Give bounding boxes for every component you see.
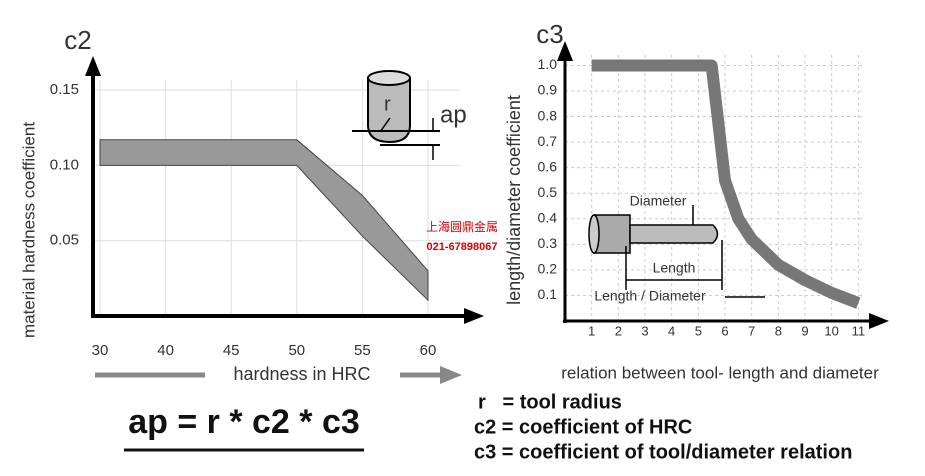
x-tick-label: 55 [354, 342, 371, 359]
x-tick-label: 1 [588, 323, 595, 338]
y-tick-label: 0.4 [538, 209, 558, 225]
y-tick-label: 0.1 [538, 286, 558, 302]
formula: ap = r * c2 * c3 [128, 403, 360, 441]
x-tick-label: 6 [721, 323, 728, 338]
y-tick-label: 0.3 [538, 235, 558, 251]
chart-title: c3 [536, 19, 563, 49]
y-tick-label: 0.9 [538, 82, 558, 98]
x-tick-label: 40 [157, 342, 174, 359]
y-tick-label: 0.6 [538, 158, 558, 174]
arrow-head [85, 56, 101, 76]
x-tick-label: 3 [641, 323, 648, 338]
y-tick-label: 1.0 [538, 56, 558, 72]
x-tick-label: 10 [824, 323, 838, 338]
arrow-head [464, 308, 484, 324]
watermark: 021-67898067 [427, 241, 498, 253]
x-tick-label: 9 [801, 323, 808, 338]
definition: c2 = coefficient of HRC [474, 416, 692, 438]
annotation: r [384, 93, 391, 115]
x-tick-label: 11 [852, 323, 866, 338]
annotation: ap [440, 101, 467, 128]
tool-icon [352, 70, 440, 160]
y-axis-title: length/diameter coefficient [504, 95, 524, 305]
x-tick-label: 2 [615, 323, 622, 338]
label-bg [205, 364, 400, 386]
x-tick-label: 60 [420, 342, 437, 359]
chart-title: c2 [64, 25, 91, 55]
y-tick-label: 0.5 [538, 184, 558, 200]
x-axis-title: relation between tool- length and diamet… [561, 363, 879, 382]
arrow-head [869, 313, 889, 329]
x-tick-label: 50 [288, 342, 305, 359]
y-tick-label: 0.8 [538, 107, 558, 123]
line [591, 59, 861, 309]
x-tick-label: 4 [668, 323, 675, 338]
x-tick-label: 8 [775, 323, 782, 338]
y-axis-title: material hardness coefficient [19, 122, 38, 338]
y-tick-label: 0.7 [538, 133, 558, 149]
x-tick-label: 30 [92, 342, 109, 359]
x-tick-label: 5 [695, 323, 702, 338]
definition: r = tool radius [478, 391, 622, 413]
y-tick-label: 0.10 [50, 156, 79, 173]
annotation: Diameter [630, 193, 687, 209]
y-tick-label: 0.05 [50, 232, 79, 249]
arrow-head [440, 366, 462, 384]
definition: c3 = coefficient of tool/diameter relati… [474, 441, 852, 463]
y-tick-label: 0.2 [538, 261, 558, 277]
x-tick-label: 7 [748, 323, 755, 338]
y-tick-label: 0.15 [50, 81, 79, 98]
annotation: Length / Diameter [594, 288, 706, 304]
tool-inset [588, 205, 765, 298]
watermark: 上海圆鼎金属 [426, 219, 498, 234]
annotation: Length [653, 260, 696, 276]
band [99, 139, 429, 302]
arrow-head [557, 41, 573, 61]
x-tick-label: 45 [223, 342, 240, 359]
x-axis-title: hardness in HRC [233, 364, 370, 384]
